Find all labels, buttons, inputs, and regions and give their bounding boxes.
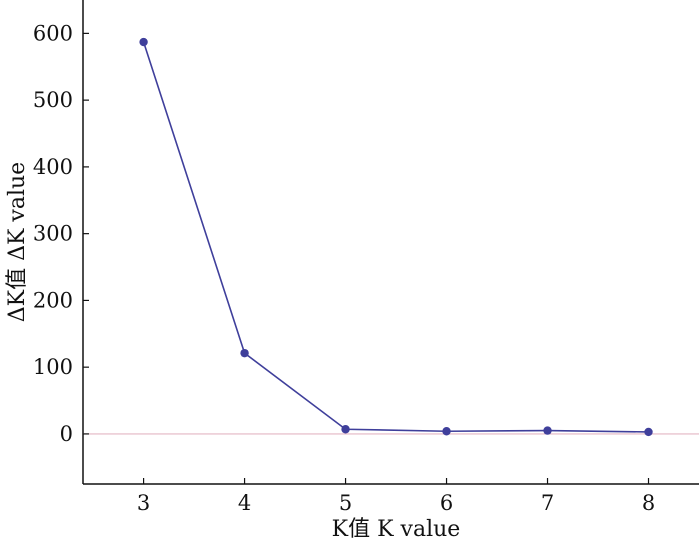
x-tick-label: 6	[440, 491, 453, 515]
x-axis-ticks: 3 4 5 6 7 8	[137, 478, 655, 515]
series-layer	[139, 37, 653, 437]
y-tick-label: 500	[33, 88, 73, 112]
y-tick-label: 100	[33, 355, 73, 379]
y-tick-label: 0	[60, 422, 73, 446]
y-tick-label: 400	[33, 155, 73, 179]
y-tick-label: 300	[33, 222, 73, 246]
x-tick-label: 5	[339, 491, 352, 515]
x-tick-label: 7	[541, 491, 554, 515]
y-tick-label: 600	[33, 21, 73, 45]
x-tick-label: 4	[238, 491, 251, 515]
data-point	[240, 348, 249, 358]
data-point	[442, 427, 451, 436]
data-point	[139, 37, 148, 47]
y-axis-ticks: 0 100 200 300 400 500 600	[33, 21, 89, 446]
x-tick-label: 8	[642, 491, 655, 515]
series-line	[142, 41, 649, 433]
data-point	[644, 427, 653, 437]
data-point	[341, 425, 350, 434]
x-tick-label: 3	[137, 491, 150, 515]
data-point	[543, 426, 552, 435]
x-axis-title: K值 K value	[332, 517, 461, 542]
y-tick-label: 200	[33, 288, 73, 312]
y-axis-title: ΔK值 ΔK value	[5, 162, 30, 322]
plot-frame	[82, 0, 699, 485]
